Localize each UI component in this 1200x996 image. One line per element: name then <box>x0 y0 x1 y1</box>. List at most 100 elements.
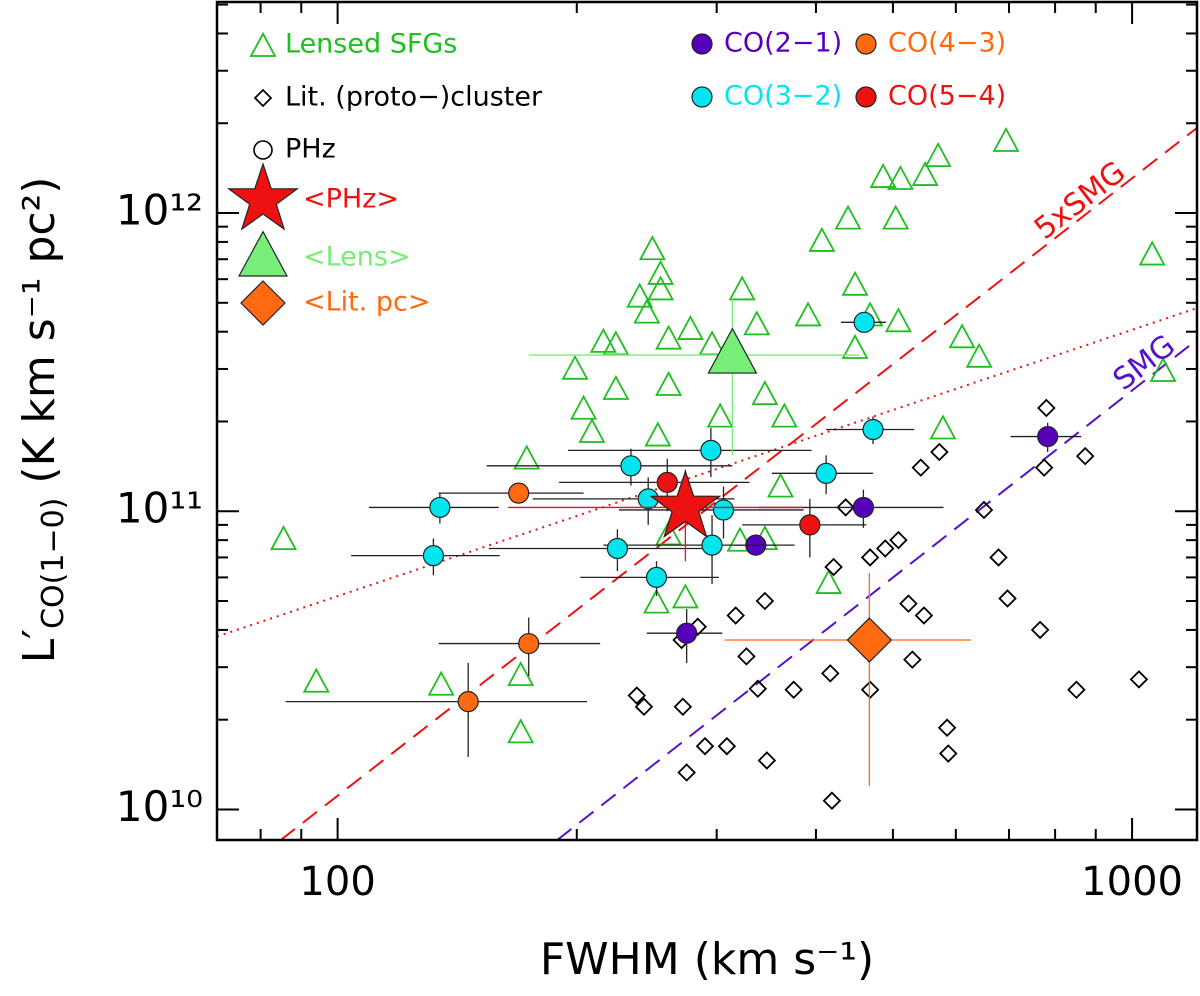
data-point <box>676 622 698 644</box>
data-point <box>948 323 976 349</box>
data-point <box>1037 425 1059 448</box>
data-point <box>853 311 875 333</box>
data-point <box>1067 680 1086 700</box>
data-point <box>644 421 672 447</box>
data-point <box>899 594 918 613</box>
data-point <box>939 744 958 763</box>
data-point <box>884 307 912 333</box>
data-point <box>688 617 708 636</box>
data-point <box>656 471 678 493</box>
y-tick-label: 10¹⁰ <box>116 782 203 831</box>
data-point <box>701 534 723 556</box>
data-point <box>889 530 908 550</box>
legend-marker <box>253 140 273 160</box>
data-point <box>634 697 654 717</box>
data-point <box>1037 398 1056 418</box>
data-point <box>655 370 683 396</box>
legend-label: CO(3−2) <box>724 81 842 112</box>
legend-label: Lensed SFGs <box>285 29 457 60</box>
data-point <box>671 583 699 609</box>
y-label-main: L′ <box>14 629 65 664</box>
data-point <box>606 537 629 560</box>
data-point <box>620 455 642 477</box>
plot-area <box>217 126 1197 840</box>
plot-frame <box>215 0 1199 842</box>
data-point <box>270 525 298 551</box>
data-point <box>717 736 737 756</box>
data-point <box>860 548 880 567</box>
data-point <box>602 330 630 356</box>
line-annotation: SMG <box>1107 328 1182 398</box>
data-point <box>302 667 330 693</box>
data-point <box>457 690 479 713</box>
data-point <box>751 380 779 406</box>
data-point <box>911 160 939 186</box>
legend-label: Lit. (proto−)cluster <box>285 82 543 113</box>
y-label-rest: (K km s⁻¹ pc²) <box>14 177 65 484</box>
data-point <box>507 661 535 687</box>
data-point <box>633 298 661 324</box>
data-point <box>1075 446 1095 466</box>
data-point <box>846 617 893 663</box>
reference-line <box>280 127 1197 840</box>
data-point <box>862 418 884 441</box>
data-point <box>429 496 451 519</box>
data-point <box>799 514 821 536</box>
data-point <box>821 664 840 683</box>
data-point <box>513 444 541 470</box>
data-point <box>784 680 803 700</box>
data-point <box>570 394 598 420</box>
data-point <box>869 162 897 188</box>
data-point <box>989 548 1008 567</box>
data-point <box>627 686 647 705</box>
data-point <box>1034 458 1054 477</box>
data-point <box>841 333 869 359</box>
legend-label: <PHz> <box>303 184 399 215</box>
data-point <box>706 402 734 428</box>
data-point <box>422 545 445 567</box>
data-point <box>695 736 715 756</box>
data-point <box>518 632 540 655</box>
y-tick-label: 10¹² <box>116 186 203 235</box>
data-point <box>815 462 837 484</box>
data-point <box>726 606 745 625</box>
legend-label: PHz <box>285 134 336 165</box>
legend-marker <box>226 162 300 231</box>
data-point <box>834 204 862 230</box>
x-tick-label: 100 <box>299 859 375 905</box>
data-point <box>712 499 735 521</box>
data-point <box>924 141 952 167</box>
data-point <box>647 259 675 285</box>
legend-label: <Lens> <box>303 242 411 273</box>
data-point <box>875 539 895 558</box>
data-point <box>824 557 843 577</box>
data-point <box>649 469 722 539</box>
line-annotation: 5xSMG <box>1028 155 1132 247</box>
reference-line <box>556 338 1197 840</box>
legend-label: CO(5−4) <box>888 81 1006 112</box>
data-point <box>860 680 880 700</box>
data-point <box>822 791 842 810</box>
data-point <box>655 520 683 546</box>
legend-label: CO(2−1) <box>724 28 842 59</box>
legend-marker <box>253 88 273 108</box>
data-point <box>770 402 798 428</box>
data-point <box>914 606 934 625</box>
data-point <box>886 164 914 190</box>
data-point <box>638 235 666 261</box>
data-point <box>911 458 931 477</box>
data-point <box>643 588 671 614</box>
data-point <box>626 282 654 308</box>
data-point <box>726 526 754 552</box>
data-point <box>1030 620 1050 640</box>
data-point <box>836 498 855 517</box>
data-point <box>737 647 756 666</box>
legend-label: <Lit. pc> <box>303 287 431 318</box>
data-point <box>992 126 1020 152</box>
data-point <box>677 763 696 782</box>
legend-marker <box>237 230 289 277</box>
data-point <box>937 718 957 737</box>
data-point <box>602 374 630 400</box>
data-point <box>427 670 455 696</box>
legend-marker <box>855 86 877 108</box>
